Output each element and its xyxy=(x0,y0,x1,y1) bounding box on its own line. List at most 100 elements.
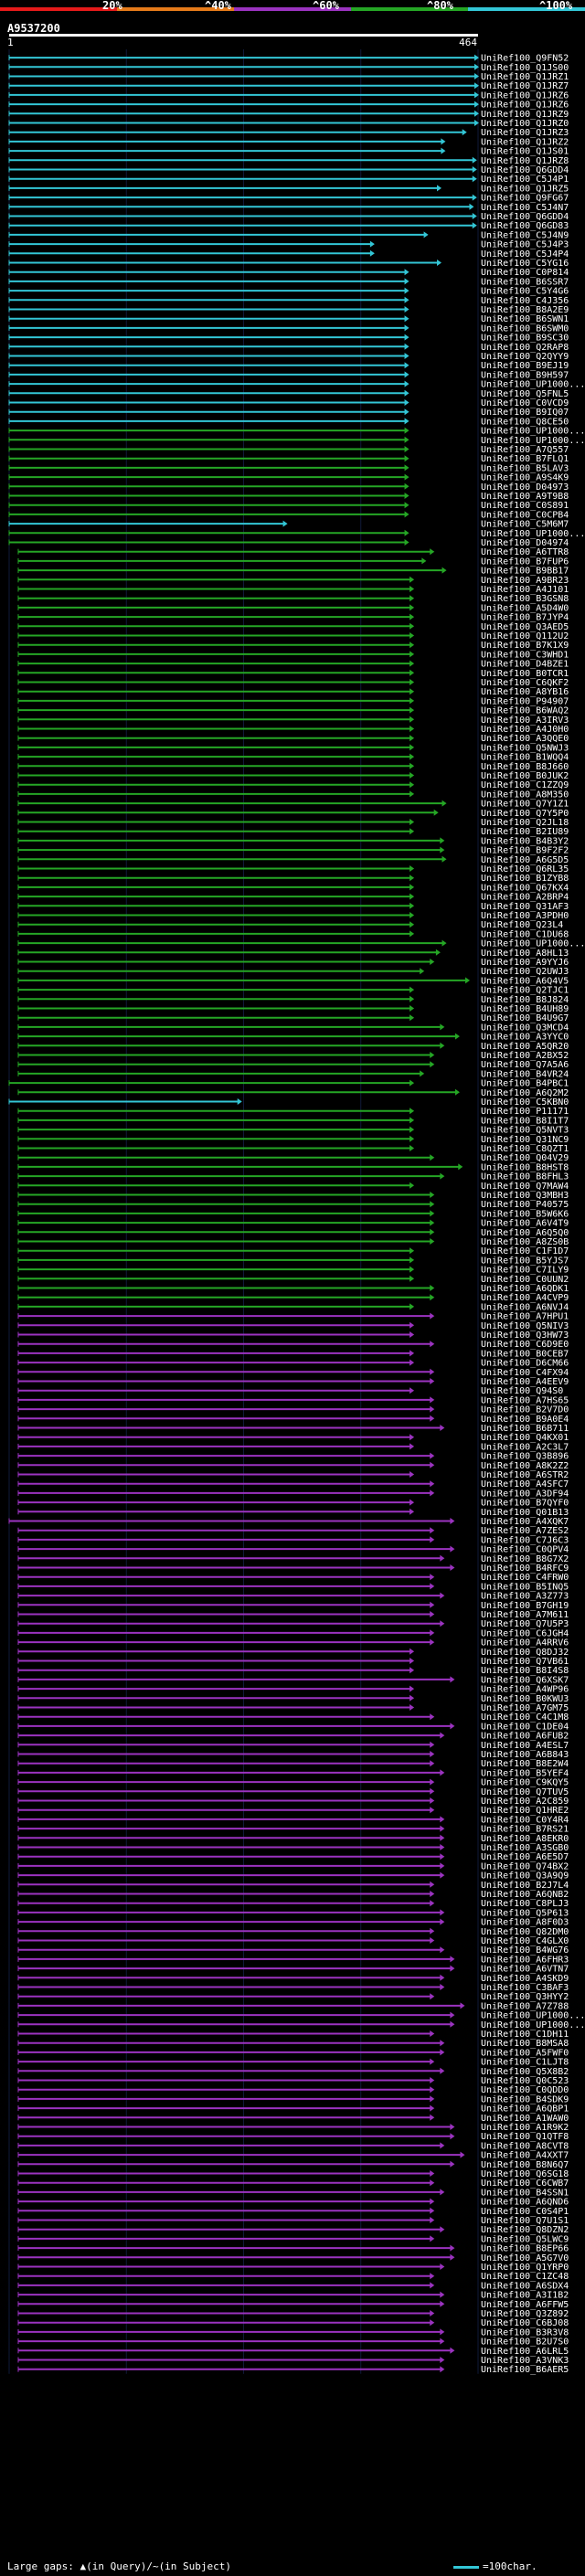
hit-label[interactable]: UniRef100_Q8DJ32 xyxy=(481,1648,569,1658)
hit-label[interactable]: UniRef100_A4RRV6 xyxy=(481,1638,569,1648)
hit-label[interactable]: UniRef100_UP1000... xyxy=(481,427,585,437)
hit-label[interactable]: UniRef100_Q3B896 xyxy=(481,1452,569,1462)
hit-label[interactable]: UniRef100_A4XQK7 xyxy=(481,1517,569,1527)
hit-label[interactable]: UniRef100_A7ZES2 xyxy=(481,1526,569,1536)
hit-label[interactable]: UniRef100_B7FUP6 xyxy=(481,557,569,567)
hit-label[interactable]: UniRef100_C0S4P1 xyxy=(481,2207,569,2217)
hit-label[interactable]: UniRef100_B9F2F2 xyxy=(481,846,569,856)
hit-label[interactable]: UniRef100_A3I1B2 xyxy=(481,2291,569,2301)
hit-label[interactable]: UniRef100_Q3HYY2 xyxy=(481,1992,569,2002)
hit-label[interactable]: UniRef100_C6D9E0 xyxy=(481,1340,569,1350)
hit-label[interactable]: UniRef100_Q2RAP8 xyxy=(481,343,569,353)
hit-label[interactable]: UniRef100_Q31AF3 xyxy=(481,902,569,912)
hit-label[interactable]: UniRef100_C0QPV4 xyxy=(481,1545,569,1555)
hit-label[interactable]: UniRef100_B1WQQ4 xyxy=(481,753,569,763)
hit-label[interactable]: UniRef100_B8J824 xyxy=(481,995,569,1005)
hit-label[interactable]: UniRef100_Q9FG67 xyxy=(481,194,569,204)
hit-label[interactable]: UniRef100_Q1JRZ7 xyxy=(481,81,569,91)
hit-label[interactable]: UniRef100_Q7U5P3 xyxy=(481,1619,569,1629)
hit-label[interactable]: UniRef100_B9EJ19 xyxy=(481,361,569,371)
hit-label[interactable]: UniRef100_Q7MAW4 xyxy=(481,1182,569,1192)
hit-label[interactable]: UniRef100_C6CWB7 xyxy=(481,2178,569,2189)
hit-label[interactable]: UniRef100_Q6GDD4 xyxy=(481,165,569,175)
hit-label[interactable]: UniRef100_B0CEB7 xyxy=(481,1349,569,1359)
hit-label[interactable]: UniRef100_Q6SG18 xyxy=(481,2169,569,2179)
hit-label[interactable]: UniRef100_Q1JRZ0 xyxy=(481,119,569,129)
hit-label[interactable]: UniRef100_B4SSN1 xyxy=(481,2188,569,2198)
hit-label[interactable]: UniRef100_C1DE04 xyxy=(481,1722,569,1732)
hit-label[interactable]: UniRef100_B9A0E4 xyxy=(481,1415,569,1425)
hit-label[interactable]: UniRef100_C1DH11 xyxy=(481,2030,569,2040)
hit-label[interactable]: UniRef100_A6V4T9 xyxy=(481,1219,569,1229)
hit-label[interactable]: UniRef100_Q9FN52 xyxy=(481,54,569,64)
hit-label[interactable]: UniRef100_C0S891 xyxy=(481,501,569,511)
hit-label[interactable]: UniRef100_C6QKF2 xyxy=(481,678,569,688)
hit-label[interactable]: UniRef100_D4BZE1 xyxy=(481,660,569,670)
hit-label[interactable]: UniRef100_Q3AED5 xyxy=(481,622,569,632)
hit-label[interactable]: UniRef100_A3PDH0 xyxy=(481,911,569,921)
hit-label[interactable]: UniRef100_B7JYP4 xyxy=(481,613,569,623)
hit-label[interactable]: UniRef100_Q5LWC9 xyxy=(481,2234,569,2244)
hit-label[interactable]: UniRef100_A6FFW5 xyxy=(481,2300,569,2310)
hit-label[interactable]: UniRef100_A8M350 xyxy=(481,790,569,800)
hit-label[interactable]: UniRef100_C7J6C3 xyxy=(481,1535,569,1545)
hit-label[interactable]: UniRef100_C0Y4R4 xyxy=(481,1815,569,1825)
hit-label[interactable]: UniRef100_C5YG16 xyxy=(481,259,569,269)
hit-label[interactable]: UniRef100_Q1JRZ8 xyxy=(481,156,569,166)
hit-label[interactable]: UniRef100_B8I4S8 xyxy=(481,1666,569,1676)
hit-label[interactable]: UniRef100_A6Q2M2 xyxy=(481,1088,569,1098)
hit-label[interactable]: UniRef100_Q31NC9 xyxy=(481,1135,569,1145)
hit-label[interactable]: UniRef100_A2BX52 xyxy=(481,1051,569,1061)
hit-label[interactable]: UniRef100_Q1HRE2 xyxy=(481,1806,569,1816)
hit-label[interactable]: UniRef100_A8K2Z2 xyxy=(481,1461,569,1471)
hit-label[interactable]: UniRef100_A7M611 xyxy=(481,1610,569,1620)
hit-label[interactable]: UniRef100_A5G7V0 xyxy=(481,2253,569,2263)
hit-label[interactable]: UniRef100_A6B843 xyxy=(481,1750,569,1760)
hit-label[interactable]: UniRef100_Q7U1S1 xyxy=(481,2216,569,2226)
hit-label[interactable]: UniRef100_C0P814 xyxy=(481,268,569,278)
hit-label[interactable]: UniRef100_C3BAF3 xyxy=(481,1983,569,1993)
hit-label[interactable]: UniRef100_UP1000... xyxy=(481,2011,585,2021)
hit-label[interactable]: UniRef100_Q2JL18 xyxy=(481,818,569,828)
hit-label[interactable]: UniRef100_A2C3L7 xyxy=(481,1442,569,1452)
hit-label[interactable]: UniRef100_Q1JRZ9 xyxy=(481,110,569,120)
hit-label[interactable]: UniRef100_A2BRP4 xyxy=(481,893,569,903)
hit-label[interactable]: UniRef100_A6STR2 xyxy=(481,1470,569,1480)
hit-label[interactable]: UniRef100_C1DU68 xyxy=(481,929,569,939)
hit-label[interactable]: UniRef100_B7GH19 xyxy=(481,1601,569,1611)
hit-label[interactable]: UniRef100_Q0C523 xyxy=(481,2076,569,2086)
hit-label[interactable]: UniRef100_C1F1D7 xyxy=(481,1246,569,1256)
hit-label[interactable]: UniRef100_P40575 xyxy=(481,1200,569,1210)
hit-label[interactable]: UniRef100_Q7Y1Z1 xyxy=(481,800,569,810)
hit-label[interactable]: UniRef100_B4WG76 xyxy=(481,1945,569,1956)
hit-label[interactable]: UniRef100_Q01B13 xyxy=(481,1508,569,1518)
hit-label[interactable]: UniRef100_B2IU89 xyxy=(481,827,569,837)
hit-label[interactable]: UniRef100_A4ESL7 xyxy=(481,1741,569,1751)
hit-label[interactable]: UniRef100_C5KBN0 xyxy=(481,1097,569,1108)
hit-label[interactable]: UniRef100_A5FWF0 xyxy=(481,2048,569,2058)
hit-label[interactable]: UniRef100_UP1000... xyxy=(481,436,585,446)
hit-label[interactable]: UniRef100_A6Q5Q0 xyxy=(481,1228,569,1238)
hit-label[interactable]: UniRef100_A9BR23 xyxy=(481,576,569,586)
hit-label[interactable]: UniRef100_B5YEF4 xyxy=(481,1768,569,1778)
hit-label[interactable]: UniRef100_B3GSN8 xyxy=(481,594,569,604)
hit-label[interactable]: UniRef100_B4RFC9 xyxy=(481,1564,569,1574)
hit-label[interactable]: UniRef100_C8PLJ3 xyxy=(481,1899,569,1909)
hit-label[interactable]: UniRef100_A3DF94 xyxy=(481,1489,569,1499)
hit-label[interactable]: UniRef100_Q23L4 xyxy=(481,920,563,930)
hit-label[interactable]: UniRef100_A7Q557 xyxy=(481,445,569,455)
hit-label[interactable]: UniRef100_UP1000... xyxy=(481,380,585,390)
hit-label[interactable]: UniRef100_B6SWM0 xyxy=(481,323,569,334)
hit-label[interactable]: UniRef100_C4FX94 xyxy=(481,1368,569,1378)
hit-label[interactable]: UniRef100_B9IQ07 xyxy=(481,408,569,418)
hit-label[interactable]: UniRef100_A3IRV3 xyxy=(481,716,569,726)
hit-label[interactable]: UniRef100_Q1QTF8 xyxy=(481,2132,569,2142)
hit-label[interactable]: UniRef100_C4FRW0 xyxy=(481,1573,569,1583)
hit-label[interactable]: UniRef100_A6TTR8 xyxy=(481,547,569,557)
hit-label[interactable]: UniRef100_B9BB17 xyxy=(481,567,569,577)
hit-label[interactable]: UniRef100_A6G5D5 xyxy=(481,855,569,865)
hit-label[interactable]: UniRef100_C0CPB4 xyxy=(481,510,569,520)
hit-label[interactable]: UniRef100_B5YJS7 xyxy=(481,1256,569,1266)
hit-label[interactable]: UniRef100_A4SFC7 xyxy=(481,1479,569,1489)
hit-label[interactable]: UniRef100_Q94S0 xyxy=(481,1386,563,1396)
